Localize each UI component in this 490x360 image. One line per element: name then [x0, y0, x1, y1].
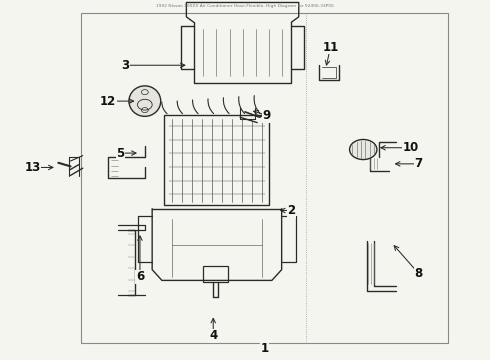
Text: 13: 13 — [24, 161, 41, 174]
Ellipse shape — [129, 86, 161, 116]
Bar — [81, 13, 448, 343]
Text: 1992 Nissan 300ZX Air Conditioner Hose-Flexible, High Diagram for 92490-33P05: 1992 Nissan 300ZX Air Conditioner Hose-F… — [156, 4, 334, 8]
Text: 2: 2 — [287, 204, 295, 217]
Bar — [203, 266, 228, 282]
Text: 5: 5 — [116, 147, 124, 159]
Text: 6: 6 — [136, 270, 144, 283]
Text: 4: 4 — [209, 329, 218, 342]
Text: 9: 9 — [263, 109, 271, 122]
Text: 3: 3 — [121, 59, 129, 72]
Text: 8: 8 — [415, 267, 422, 280]
Text: 11: 11 — [322, 41, 339, 54]
Circle shape — [349, 139, 377, 159]
Text: 10: 10 — [403, 141, 419, 154]
Text: 1: 1 — [261, 342, 269, 355]
Text: 12: 12 — [100, 95, 116, 108]
Text: 7: 7 — [415, 157, 422, 170]
Bar — [164, 116, 270, 205]
